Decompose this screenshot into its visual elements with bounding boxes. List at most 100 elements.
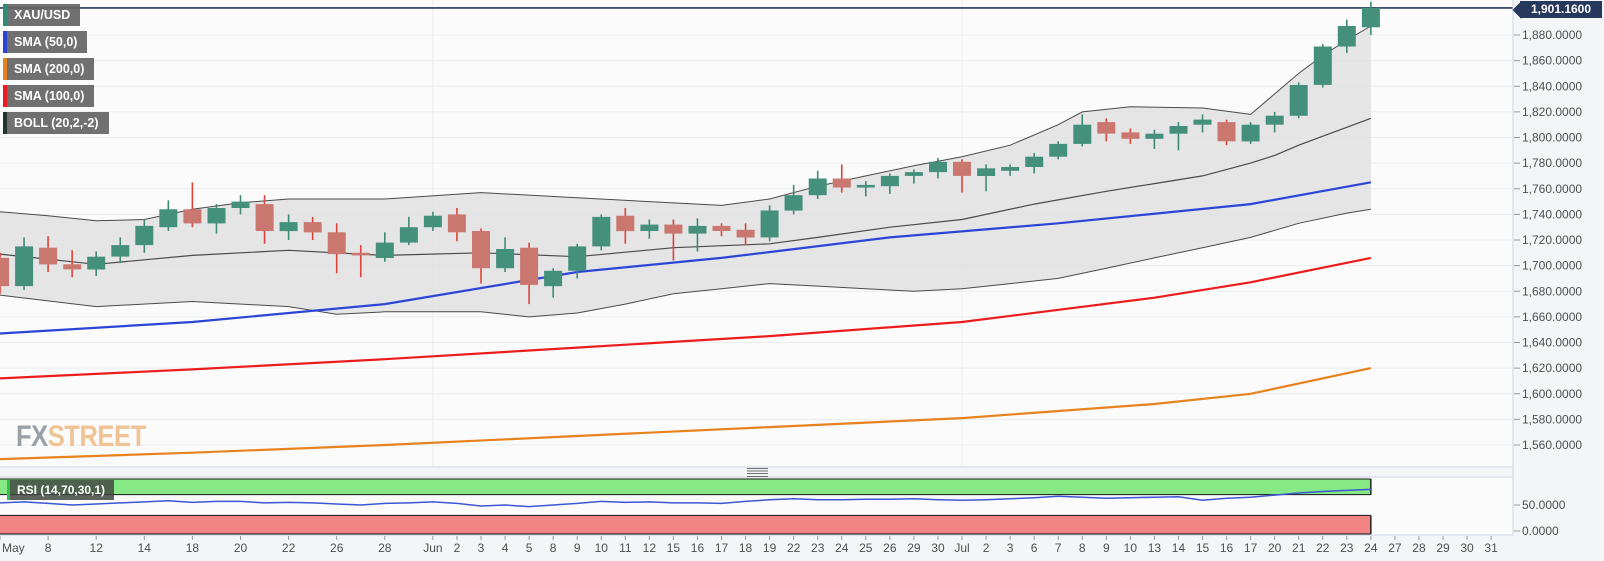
candle-body [640, 224, 659, 231]
date-axis-label: Jul [954, 541, 969, 555]
price-axis-label: 1,840.0000 [1522, 79, 1582, 93]
date-axis-label: 17 [715, 541, 729, 555]
date-axis-label: 23 [1340, 541, 1354, 555]
rsi-oversold-band [0, 515, 1371, 534]
legend-sma100-label: SMA (100,0) [14, 89, 85, 103]
date-axis-label: 17 [1244, 541, 1258, 555]
price-axis-label: 1,640.0000 [1522, 336, 1582, 350]
date-axis-label: 18 [739, 541, 753, 555]
price-axis-label: 1,860.0000 [1522, 54, 1582, 68]
legend-sma200[interactable]: SMA (200,0) [3, 58, 95, 80]
legend-sma50-label: SMA (50,0) [14, 35, 78, 49]
price-axis-label: 1,660.0000 [1522, 310, 1582, 324]
candle-body [1361, 7, 1380, 28]
date-axis-label: 14 [138, 541, 152, 555]
candle-body [111, 245, 130, 257]
date-axis-label: 24 [1364, 541, 1378, 555]
date-axis-label: 15 [667, 541, 681, 555]
price-axis-label: 1,620.0000 [1522, 361, 1582, 375]
candle-body [856, 184, 875, 188]
date-axis-label: 12 [90, 541, 104, 555]
candle-body [544, 270, 563, 287]
candle-body [520, 247, 539, 285]
candles-layer [0, 1, 1380, 305]
date-axis-label: 24 [835, 541, 849, 555]
price-axis-label: 1,800.0000 [1522, 131, 1582, 145]
legend-instrument-label: XAU/USD [14, 8, 71, 22]
date-axis-label: 16 [1220, 541, 1234, 555]
candle-body [880, 175, 899, 187]
candle-body [977, 168, 996, 176]
candle-body [1097, 122, 1116, 134]
date-axis-label: 25 [859, 541, 873, 555]
date-axis-label: 26 [330, 541, 344, 555]
current-price-tag: 1,901.1600 [1520, 1, 1602, 18]
candle-body [15, 246, 34, 287]
date-axis-label: 20 [1268, 541, 1282, 555]
sma200-line [0, 367, 1372, 461]
candle-body [1121, 132, 1140, 139]
candle-body [1169, 126, 1188, 134]
date-axis-label: 19 [763, 541, 777, 555]
date-axis-label: 7 [1055, 541, 1062, 555]
candle-body [135, 225, 154, 246]
date-axis-label: 4 [502, 541, 509, 555]
rsi-indicator-label[interactable]: RSI (14,70,30,1) [7, 480, 115, 500]
candle-body [808, 178, 827, 196]
legend-sma50[interactable]: SMA (50,0) [3, 31, 88, 53]
candle-body [592, 216, 611, 247]
date-axis-label: 16 [691, 541, 705, 555]
date-axis-label: 6 [1031, 541, 1038, 555]
date-axis-label: 3 [478, 541, 485, 555]
candle-body [953, 161, 971, 176]
candle-body [1025, 156, 1044, 167]
candle-body [39, 247, 58, 265]
current-price-value: 1,901.1600 [1530, 2, 1592, 16]
svg-text:FXSTREET: FXSTREET [16, 419, 146, 452]
candle-body [712, 225, 731, 231]
candle-body [399, 227, 418, 243]
date-axis-label: 29 [907, 541, 921, 555]
date-axis-label: 26 [883, 541, 897, 555]
candle-body [1265, 115, 1284, 125]
candle-body [183, 209, 202, 224]
price-axis-label: 1,580.0000 [1522, 412, 1582, 426]
date-axis-label: 12 [643, 541, 657, 555]
legend-sma100[interactable]: SMA (100,0) [3, 85, 95, 107]
date-axis-label: Jun [423, 541, 442, 555]
date-axis-label: 27 [1388, 541, 1402, 555]
pane-resize-handle[interactable] [747, 468, 768, 477]
date-axis-label: May [2, 541, 25, 555]
candle-body [832, 178, 851, 188]
candle-body [1217, 122, 1236, 142]
candle-body [736, 229, 755, 238]
price-axis-label: 1,700.0000 [1522, 259, 1582, 273]
candle-body [1073, 124, 1092, 144]
candle-body [159, 209, 178, 228]
candle-body [255, 204, 274, 231]
legend-boll[interactable]: BOLL (20,2,-2) [3, 112, 109, 134]
candle-body [1289, 85, 1308, 116]
candle-body [784, 195, 803, 211]
rsi-indicator-text: RSI (14,70,30,1) [17, 483, 106, 497]
price-axis-label: 1,560.0000 [1522, 438, 1582, 452]
candle-body [1049, 143, 1068, 157]
legend-instrument[interactable]: XAU/USD [3, 4, 81, 26]
price-axis-label: 1,600.0000 [1522, 387, 1582, 401]
price-axis-label: 1,720.0000 [1522, 233, 1582, 247]
date-axis-label: 9 [1103, 541, 1110, 555]
candle-body [87, 256, 106, 270]
date-axis-label: 10 [1124, 541, 1138, 555]
date-axis-label: 30 [1460, 541, 1474, 555]
date-axis-label: 28 [378, 541, 392, 555]
date-axis-label: 2 [983, 541, 990, 555]
date-axis-label: 8 [1079, 541, 1086, 555]
candle-body [688, 225, 707, 234]
legend-boll-label: BOLL (20,2,-2) [14, 116, 99, 130]
candle-body [207, 208, 226, 224]
date-axis-label: 22 [282, 541, 296, 555]
candle-body [1145, 133, 1164, 139]
rsi-overbought-band [0, 479, 1371, 495]
price-axis-label: 1,820.0000 [1522, 105, 1582, 119]
